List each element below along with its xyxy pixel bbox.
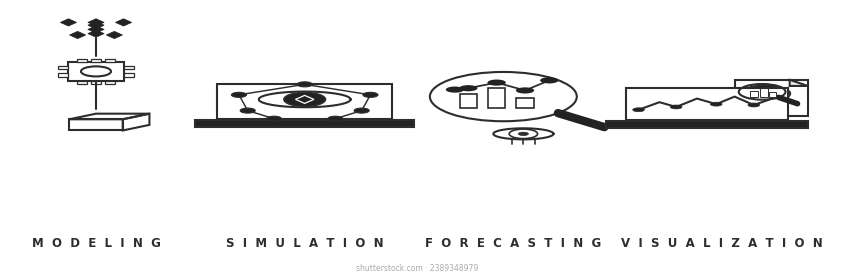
- Text: shutterstock.com · 2389348979: shutterstock.com · 2389348979: [357, 264, 479, 273]
- Circle shape: [748, 103, 760, 107]
- FancyBboxPatch shape: [58, 73, 68, 77]
- FancyBboxPatch shape: [606, 121, 808, 128]
- Text: M  O  D  E  L  I  N  G: M O D E L I N G: [31, 237, 160, 250]
- FancyBboxPatch shape: [125, 73, 135, 77]
- FancyBboxPatch shape: [626, 88, 788, 120]
- Polygon shape: [60, 19, 76, 26]
- FancyBboxPatch shape: [91, 59, 101, 62]
- Circle shape: [231, 92, 246, 97]
- Circle shape: [297, 82, 313, 87]
- Circle shape: [459, 85, 478, 91]
- Polygon shape: [115, 19, 131, 26]
- Polygon shape: [88, 30, 104, 37]
- FancyBboxPatch shape: [105, 81, 115, 84]
- FancyBboxPatch shape: [77, 59, 86, 62]
- Polygon shape: [88, 26, 104, 33]
- Circle shape: [633, 108, 645, 112]
- Circle shape: [328, 116, 343, 121]
- Circle shape: [446, 87, 464, 93]
- Polygon shape: [69, 31, 86, 39]
- Polygon shape: [88, 22, 104, 29]
- Circle shape: [363, 92, 378, 97]
- Text: F  O  R  E  C  A  S  T  I  N  G: F O R E C A S T I N G: [425, 237, 601, 250]
- Circle shape: [241, 108, 255, 113]
- Polygon shape: [88, 19, 104, 26]
- Circle shape: [488, 80, 506, 86]
- Circle shape: [540, 77, 558, 83]
- FancyBboxPatch shape: [105, 59, 115, 62]
- Text: S  I  M  U  L  A  T  I  O  N: S I M U L A T I O N: [226, 237, 384, 250]
- Circle shape: [284, 92, 325, 106]
- FancyBboxPatch shape: [77, 81, 86, 84]
- FancyBboxPatch shape: [195, 120, 414, 127]
- Polygon shape: [789, 80, 808, 86]
- Circle shape: [354, 108, 369, 113]
- Circle shape: [711, 102, 722, 106]
- Text: V  I  S  U  A  L  I  Z  A  T  I  O  N: V I S U A L I Z A T I O N: [621, 237, 823, 250]
- Wedge shape: [761, 94, 790, 102]
- FancyBboxPatch shape: [91, 81, 101, 84]
- Circle shape: [267, 116, 281, 121]
- Polygon shape: [106, 31, 123, 39]
- Circle shape: [670, 105, 682, 109]
- FancyBboxPatch shape: [58, 66, 68, 69]
- Wedge shape: [740, 85, 790, 102]
- FancyBboxPatch shape: [68, 62, 125, 81]
- Circle shape: [516, 87, 534, 94]
- FancyBboxPatch shape: [125, 66, 135, 69]
- Circle shape: [518, 132, 529, 136]
- FancyBboxPatch shape: [734, 80, 808, 116]
